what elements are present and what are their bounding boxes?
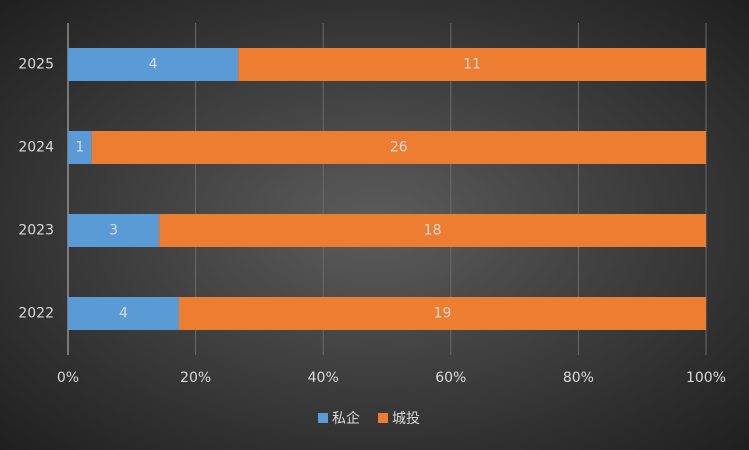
y-tick-label: 2024: [18, 140, 54, 156]
data-label: 18: [424, 223, 442, 239]
legend-swatch: [318, 413, 328, 423]
bar-segment: [91, 131, 706, 164]
bar-segment: [68, 214, 160, 247]
data-label: 4: [119, 306, 128, 322]
bar-segment: [238, 48, 706, 81]
data-label: 4: [149, 57, 158, 73]
x-tick-label: 20%: [180, 370, 211, 386]
x-tick-label: 40%: [308, 370, 339, 386]
data-label: 1: [75, 140, 84, 156]
bar-segment: [178, 297, 706, 330]
data-label: 11: [463, 57, 481, 73]
bar-segment: [68, 48, 239, 81]
legend-label: 城投: [392, 411, 420, 427]
x-tick-label: 0%: [57, 370, 79, 386]
y-tick-label: 2025: [18, 57, 54, 73]
x-tick-label: 60%: [435, 370, 466, 386]
bar-segment: [159, 214, 707, 247]
y-tick-label: 2022: [18, 306, 54, 322]
x-tick-label: 100%: [686, 370, 726, 386]
x-tick-label: 80%: [563, 370, 594, 386]
data-label: 19: [434, 306, 452, 322]
data-label: 26: [390, 140, 408, 156]
legend-swatch: [378, 413, 388, 423]
y-tick-label: 2023: [18, 223, 54, 239]
legend-label: 私企: [332, 410, 360, 427]
bar-segment: [68, 131, 92, 164]
data-label: 3: [109, 223, 118, 239]
bar-segment: [68, 297, 179, 330]
